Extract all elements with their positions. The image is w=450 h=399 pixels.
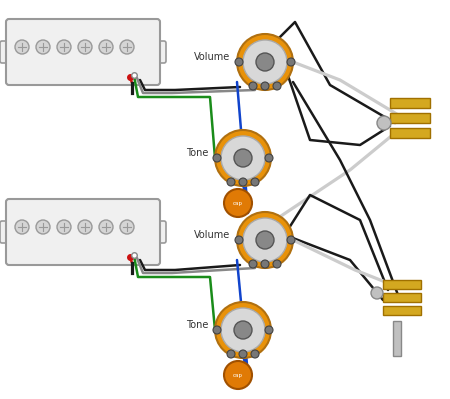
Bar: [393, 321, 401, 356]
Bar: [390, 98, 430, 108]
Circle shape: [256, 231, 274, 249]
Circle shape: [213, 326, 221, 334]
Bar: [390, 113, 430, 123]
Circle shape: [251, 350, 259, 358]
FancyBboxPatch shape: [0, 221, 14, 243]
Circle shape: [237, 212, 293, 268]
FancyBboxPatch shape: [152, 221, 166, 243]
Circle shape: [234, 321, 252, 339]
Text: Volume: Volume: [194, 52, 230, 62]
Circle shape: [261, 82, 269, 90]
Circle shape: [57, 40, 71, 54]
FancyBboxPatch shape: [6, 199, 160, 265]
Circle shape: [234, 149, 252, 167]
Circle shape: [235, 236, 243, 244]
Circle shape: [273, 82, 281, 90]
Bar: [383, 306, 421, 315]
Circle shape: [15, 220, 29, 234]
Circle shape: [243, 40, 287, 84]
Circle shape: [239, 350, 247, 358]
Bar: [383, 280, 421, 289]
Circle shape: [224, 189, 252, 217]
Bar: [383, 293, 421, 302]
Circle shape: [78, 40, 92, 54]
Text: cap: cap: [233, 201, 243, 205]
FancyBboxPatch shape: [6, 19, 160, 85]
Circle shape: [287, 58, 295, 66]
Circle shape: [243, 218, 287, 262]
Circle shape: [251, 178, 259, 186]
Circle shape: [213, 154, 221, 162]
Circle shape: [99, 220, 113, 234]
Circle shape: [15, 40, 29, 54]
Circle shape: [287, 236, 295, 244]
Circle shape: [224, 361, 252, 389]
Text: Tone: Tone: [185, 320, 208, 330]
Circle shape: [249, 260, 257, 268]
Text: Volume: Volume: [194, 230, 230, 240]
Circle shape: [273, 260, 281, 268]
Circle shape: [99, 40, 113, 54]
Circle shape: [235, 58, 243, 66]
Circle shape: [227, 350, 235, 358]
Circle shape: [215, 130, 271, 186]
Circle shape: [221, 136, 265, 180]
Circle shape: [371, 287, 383, 299]
Circle shape: [249, 82, 257, 90]
Circle shape: [221, 308, 265, 352]
Bar: [390, 128, 430, 138]
Circle shape: [265, 154, 273, 162]
Circle shape: [239, 178, 247, 186]
FancyBboxPatch shape: [152, 41, 166, 63]
FancyBboxPatch shape: [0, 41, 14, 63]
Circle shape: [36, 40, 50, 54]
Circle shape: [227, 178, 235, 186]
Circle shape: [57, 220, 71, 234]
Circle shape: [256, 53, 274, 71]
Circle shape: [377, 116, 391, 130]
Circle shape: [120, 40, 134, 54]
Text: cap: cap: [233, 373, 243, 377]
Circle shape: [78, 220, 92, 234]
Circle shape: [261, 260, 269, 268]
Circle shape: [36, 220, 50, 234]
Circle shape: [237, 34, 293, 90]
Circle shape: [120, 220, 134, 234]
Text: Tone: Tone: [185, 148, 208, 158]
Circle shape: [215, 302, 271, 358]
Circle shape: [265, 326, 273, 334]
